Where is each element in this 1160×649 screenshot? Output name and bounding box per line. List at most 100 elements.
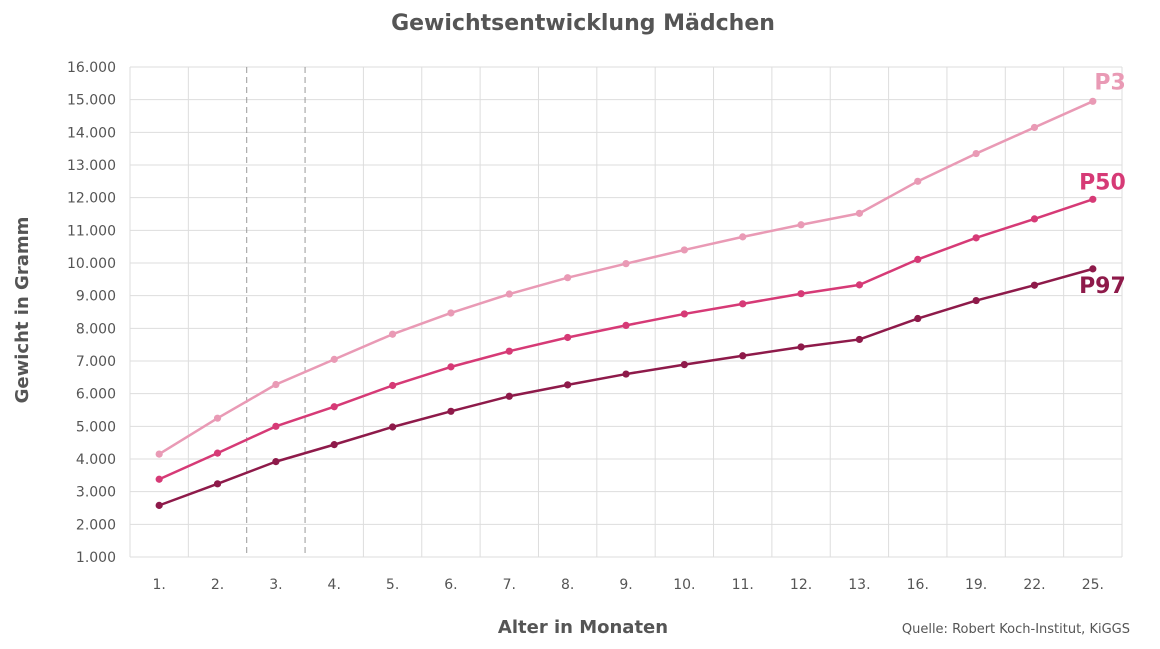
data-point [330,355,338,363]
y-tick-label: 16.000 [67,60,116,76]
data-point [914,255,922,264]
y-tick-label: 12.000 [67,191,116,207]
y-tick-label: 11.000 [67,223,116,239]
y-tick-label: 4.000 [76,452,116,468]
data-point [564,381,572,389]
data-point [505,392,513,400]
x-tick-label: 6. [444,577,457,593]
data-point [680,310,688,318]
data-point [272,458,280,466]
data-point [680,360,688,369]
data-point [1030,281,1039,289]
series: P3 P50 P97 [155,70,1126,509]
y-tick-label: 10.000 [67,256,116,272]
data-point [855,281,864,289]
data-point [447,363,455,371]
series-line [158,198,1094,481]
x-tick-label: 7. [503,577,516,593]
data-point [797,290,805,298]
x-tick-label: 3. [269,577,282,593]
series-p50: P50 [155,170,1126,483]
x-axis-ticks: 1. 2. 3. 4. 5. 6. 7. 8. 9. 10. 11. 12. 13. 16. 19. 22. 2… [152,577,1103,593]
data-point [155,501,163,509]
grid [129,66,1123,558]
data-point [1089,265,1097,273]
data-point [972,296,980,305]
data-point [914,177,922,185]
data-point [272,380,280,389]
data-point [914,314,922,323]
y-tick-label: 15.000 [67,93,116,109]
data-point [564,274,572,282]
series-label: P50 [1079,170,1126,195]
x-tick-label: 5. [386,577,399,593]
data-point [505,347,513,355]
data-point [388,330,397,338]
x-tick-label: 8. [561,577,574,593]
y-tick-label: 1.000 [76,550,116,566]
data-point [1030,123,1039,132]
series-line [158,267,1094,507]
data-point [505,290,513,298]
data-point [739,352,747,360]
series-p97: P97 [155,265,1126,509]
x-tick-label: 13. [848,577,870,593]
data-point [155,475,163,483]
y-tick-label: 14.000 [67,125,116,141]
data-point [622,260,630,268]
series-p3: P3 [155,70,1126,458]
data-point [797,343,805,351]
data-point [972,149,980,158]
series-label: P3 [1094,70,1125,95]
y-tick-label: 8.000 [76,321,116,337]
data-point [739,300,747,308]
data-point [447,309,455,317]
data-point [797,221,805,229]
x-tick-label: 16. [907,577,929,593]
x-tick-label: 19. [965,577,987,593]
x-tick-label: 11. [732,577,754,593]
data-point [855,335,864,344]
series-line [158,100,1094,456]
data-point [855,209,864,217]
data-point [213,414,222,422]
chart-title: Gewichtsentwicklung Mädchen [391,11,775,36]
x-tick-label: 4. [328,577,341,593]
data-point [272,422,280,430]
data-point [680,246,688,254]
y-axis-label: Gewicht in Gramm [12,217,33,404]
x-tick-label: 1. [152,577,165,593]
data-point [330,403,338,411]
data-point [330,441,338,449]
data-point [564,333,572,342]
data-point [447,407,455,415]
data-point [155,450,163,458]
y-axis-ticks: 1.000 2.000 3.000 4.000 5.000 6.000 7.000 8.000… [67,60,116,566]
y-tick-label: 3.000 [76,485,116,501]
data-point [388,423,397,431]
x-tick-label: 22. [1023,577,1045,593]
data-point [1089,195,1097,203]
data-point [1030,215,1039,223]
data-point [622,370,630,378]
data-point [388,381,397,390]
x-tick-label: 10. [673,577,695,593]
x-tick-label: 9. [619,577,632,593]
source-note: Quelle: Robert Koch-Institut, KiGGS [902,622,1130,637]
y-tick-label: 9.000 [76,289,116,305]
y-tick-label: 6.000 [76,387,116,403]
data-point [1089,97,1097,105]
y-tick-label: 2.000 [76,517,116,533]
data-point [213,449,222,457]
x-tick-label: 25. [1082,577,1104,593]
data-point [739,233,747,241]
data-point [622,321,630,329]
data-point [213,480,222,488]
y-tick-label: 13.000 [67,158,116,174]
series-label: P97 [1079,274,1126,299]
data-point [972,234,980,242]
x-tick-label: 12. [790,577,812,593]
y-tick-label: 5.000 [76,419,116,435]
y-tick-label: 7.000 [76,354,116,370]
